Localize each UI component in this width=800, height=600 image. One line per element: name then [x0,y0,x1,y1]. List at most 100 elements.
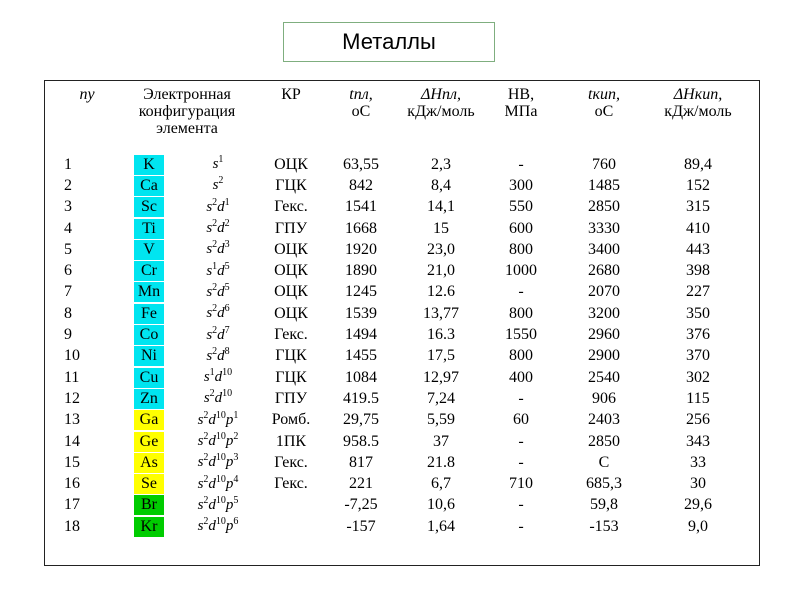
boiling-enthalpy: 30 [690,475,706,493]
orbital-letter: p [225,433,234,449]
melting-enthalpy: 21.8 [427,453,455,471]
orbital-letter: d [217,283,225,300]
row-number: 11 [64,368,80,386]
crystal-lattice: ГЦК [275,176,307,194]
orbital-count: 2 [212,303,218,315]
melting-point: -157 [346,517,376,535]
orbital-count: 10 [215,452,226,464]
element-cell: Cu [118,367,180,388]
header-tpl: tпл, oC [349,86,373,120]
orbital-count: 2 [212,324,218,336]
boiling-point: 2850 [588,198,620,216]
boiling-point: 2900 [588,347,620,365]
electron-config: s2d10p2 [180,431,256,452]
element-symbol: Cr [134,261,164,282]
orbital-letter: s [197,454,204,471]
electron-config: s2d10p1 [180,410,256,431]
crystal-lattice: Гекс. [274,475,308,493]
melting-enthalpy: 21,0 [427,262,455,280]
row-number: 6 [64,262,72,280]
element-cell: Ga [118,410,180,431]
crystal-lattice: ОЦК [274,155,308,173]
orbital-count: 2 [224,218,230,230]
row-number: 5 [64,240,72,258]
melting-enthalpy: 17,5 [427,347,455,365]
electron-config: s2d8 [180,346,256,367]
electron-config: s2d10 [180,388,256,409]
table-row: 3 Sc s2d1 Гекс. 1541 14,1 550 2850 315 [56,197,744,218]
row-number: 8 [64,304,72,322]
element-cell: Ge [118,431,180,452]
orbital-letter: s [206,220,213,237]
orbital-count: 2 [233,431,239,442]
boiling-enthalpy: 398 [686,262,710,280]
orbital-count: 10 [215,494,226,506]
header-kr: КР [281,86,301,103]
boiling-point: 2070 [588,283,620,301]
orbital-count: 2 [212,196,218,208]
orbital-count: 2 [203,494,209,506]
row-number: 9 [64,326,72,344]
melting-enthalpy: 7,24 [427,389,455,407]
row-number: 17 [64,496,80,514]
boiling-point: 2680 [588,262,620,280]
melting-point: -7,25 [344,496,378,514]
boiling-enthalpy: 227 [686,283,710,301]
orbital-count: 5 [233,494,239,506]
boiling-point: 1485 [588,176,620,194]
orbital-letter: d [208,411,216,428]
row-number: 12 [64,389,80,407]
header-dhkip: ΔHкип, кДж/моль [664,86,732,120]
electron-config: s2 [180,175,256,196]
element-cell: Br [118,495,180,516]
header-dhpl: ΔHпл, кДж/моль [407,86,475,120]
boiling-enthalpy: 152 [686,176,710,194]
orbital-count: 10 [215,516,226,528]
electron-config: s2d10p5 [180,495,256,516]
orbital-count: 1 [224,196,230,208]
orbital-letter: p [225,411,234,428]
boiling-point: 760 [592,155,616,173]
boiling-point: 3200 [588,304,620,322]
orbital-count: 1 [218,154,224,166]
orbital-letter: d [217,262,225,279]
melting-enthalpy: 15 [433,219,449,237]
boiling-point: С [598,453,610,471]
melting-point: 419.5 [343,389,379,407]
boiling-point: 2403 [588,411,620,429]
hardness: 600 [509,219,533,237]
orbital-count: 2 [203,452,209,464]
melting-enthalpy: 6,7 [431,475,451,493]
hardness: 710 [509,475,533,493]
boiling-point: 906 [592,389,616,407]
melting-point: 1455 [345,347,377,365]
header-config: Электронная конфигурация элемента [138,86,236,137]
crystal-lattice: Ромб. [271,411,311,429]
orbital-count: 8 [224,345,230,357]
element-cell: Ca [118,175,180,196]
hardness: 1000 [505,262,537,280]
electron-config: s2d10p6 [180,516,256,537]
orbital-count: 2 [203,516,209,528]
row-number: 4 [64,219,72,237]
element-symbol: Zn [134,388,164,409]
table-frame [44,80,760,566]
orbital-count: 3 [233,452,239,464]
melting-point: 1245 [345,283,377,301]
electron-config: s2d1 [180,197,256,218]
hardness: - [518,389,524,407]
hardness: - [518,453,524,471]
table-row: 18 Kr s2d10p6 -157 1,64 - -153 9,0 [56,516,744,537]
table-row: 12 Zn s2d10 ГПУ 419.5 7,24 - 906 115 [56,388,744,409]
row-number: 10 [64,347,80,365]
orbital-count: 2 [209,388,215,400]
electron-config: s1 [180,154,256,175]
boiling-enthalpy: 410 [686,219,710,237]
electron-config: s1d5 [180,260,256,281]
boiling-enthalpy: 115 [686,389,710,407]
element-symbol: Ge [134,431,164,452]
electron-config: s2d10p3 [180,452,256,473]
row-number: 14 [64,432,80,450]
boiling-enthalpy: 443 [686,240,710,258]
row-number: 15 [64,453,80,471]
